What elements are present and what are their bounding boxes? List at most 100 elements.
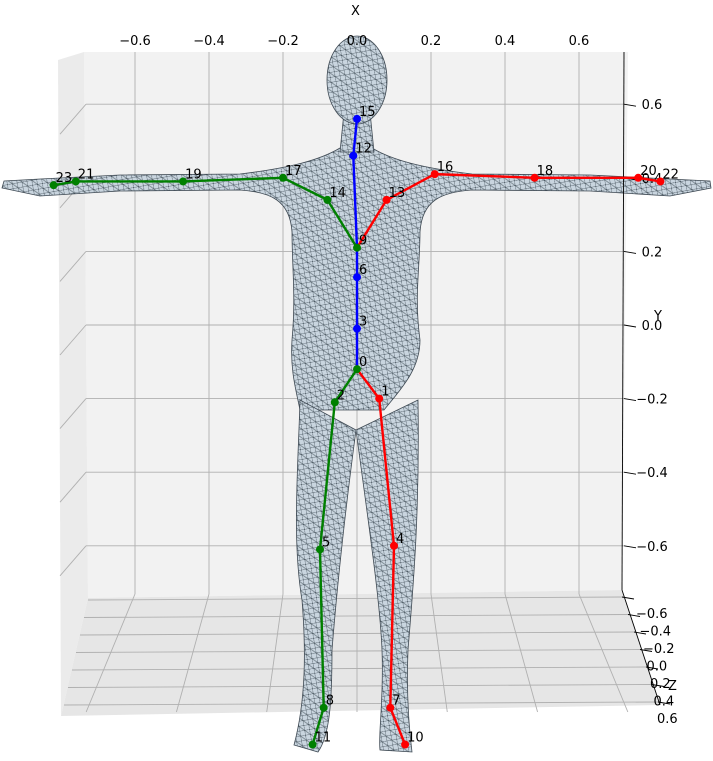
joint-label-15: 15 bbox=[359, 105, 376, 120]
axes-ticks: −0.6 −0.4 −0.2 0.0 0.2 0.4 0.6 −0.6 −0.4 −0.2 0.0 0… bbox=[119, 34, 677, 727]
x-tick-label: 0.6 bbox=[569, 34, 590, 49]
joint-label-14: 14 bbox=[329, 186, 346, 201]
x-tick-label: 0.0 bbox=[347, 34, 368, 49]
joint-label-11: 11 bbox=[315, 731, 332, 746]
y-tick-mark bbox=[623, 103, 637, 107]
joint-label-23: 23 bbox=[56, 171, 73, 186]
y-tick-mark bbox=[623, 471, 637, 475]
joint-marker-14 bbox=[323, 195, 332, 204]
y-tick-label: 0.6 bbox=[642, 98, 663, 113]
mesh-head bbox=[326, 35, 388, 125]
joint-label-9: 9 bbox=[359, 234, 367, 249]
joint-label-18: 18 bbox=[537, 164, 554, 179]
joint-label-8: 8 bbox=[326, 694, 334, 709]
grid-line-left-y bbox=[59, 251, 87, 282]
joint-label-6: 6 bbox=[359, 263, 367, 278]
joint-marker-8 bbox=[319, 703, 328, 712]
joint-label-16: 16 bbox=[437, 160, 454, 175]
grid-line-left-y bbox=[59, 398, 87, 429]
joint-marker-0 bbox=[353, 365, 361, 374]
y-tick-mark bbox=[623, 250, 637, 254]
z-axis-spine bbox=[621, 589, 661, 706]
z-tick-label: −0.6 bbox=[636, 607, 668, 622]
grid-line-z bbox=[63, 701, 659, 706]
x-tick-label: 0.4 bbox=[495, 34, 516, 49]
joint-marker-5 bbox=[316, 545, 324, 554]
joint-label-13: 13 bbox=[389, 186, 406, 201]
joint-marker-10 bbox=[401, 740, 410, 749]
y-axis-label: Y bbox=[653, 309, 662, 324]
x-axis-label: X bbox=[351, 4, 360, 19]
joint-marker-6 bbox=[353, 273, 361, 282]
grid-line-z bbox=[83, 614, 629, 618]
z-tick-label: 0.4 bbox=[654, 695, 675, 710]
grid-line-left-y bbox=[59, 103, 87, 135]
grid-line-z bbox=[67, 684, 653, 688]
x-tick-label: −0.4 bbox=[193, 34, 225, 49]
joint-marker-21 bbox=[71, 177, 80, 186]
y-tick-label: −0.6 bbox=[636, 540, 668, 555]
left-pane bbox=[58, 52, 88, 716]
y-tick-label: 0.2 bbox=[642, 245, 663, 260]
grid-line-floor-x bbox=[85, 593, 136, 713]
joint-marker-22 bbox=[656, 177, 665, 186]
joint-marker-1 bbox=[375, 394, 384, 403]
grid-line-floor-x bbox=[266, 593, 284, 713]
joint-marker-20 bbox=[634, 173, 643, 182]
joint-label-1: 1 bbox=[381, 385, 389, 400]
x-tick-label: −0.2 bbox=[267, 34, 299, 49]
z-tick-label: 0.6 bbox=[657, 712, 678, 727]
joint-marker-23 bbox=[49, 181, 58, 190]
skeleton-chain bbox=[352, 118, 359, 370]
joint-label-3: 3 bbox=[359, 315, 367, 330]
y-axis-spine bbox=[621, 51, 625, 591]
joint-marker-15 bbox=[353, 114, 361, 123]
y-tick-mark bbox=[623, 545, 637, 549]
joint-label-5: 5 bbox=[322, 535, 330, 550]
grid-line-floor-x bbox=[578, 593, 629, 713]
grid-line-z bbox=[87, 596, 623, 601]
z-tick-mark bbox=[657, 701, 671, 705]
joint-label-12: 12 bbox=[355, 142, 372, 157]
y-tick-label: 0.0 bbox=[642, 319, 663, 334]
grid-line-floor-x bbox=[504, 593, 538, 713]
joint-marker-17 bbox=[279, 173, 287, 182]
z-tick-label: 0.2 bbox=[650, 677, 671, 692]
y-tick-label: −0.4 bbox=[636, 466, 668, 481]
y-tick-label: −0.2 bbox=[636, 393, 668, 408]
joint-marker-2 bbox=[330, 398, 339, 407]
z-tick-mark bbox=[651, 684, 665, 687]
grid-line-floor-x bbox=[430, 593, 448, 713]
grid-line-z bbox=[71, 666, 647, 671]
joint-marker-12 bbox=[349, 151, 358, 160]
joint-label-0: 0 bbox=[359, 355, 367, 370]
x-tick-label: 0.2 bbox=[421, 34, 442, 49]
joint-marker-13 bbox=[382, 195, 391, 204]
joint-marker-19 bbox=[179, 177, 188, 186]
z-tick-label: 0.0 bbox=[647, 660, 668, 675]
joint-label-7: 7 bbox=[392, 694, 400, 709]
x-tick-label: −0.6 bbox=[119, 34, 151, 49]
floor-pane bbox=[61, 590, 660, 716]
joint-label-21: 21 bbox=[78, 167, 95, 182]
joint-marker-4 bbox=[390, 541, 398, 550]
joint-marker-9 bbox=[353, 243, 361, 252]
joint-marker-3 bbox=[353, 324, 361, 333]
grid-line-left-y bbox=[59, 471, 87, 503]
z-axis-label: Z bbox=[668, 679, 677, 694]
grid-line-left-y bbox=[59, 545, 87, 577]
joint-label-10: 10 bbox=[407, 731, 424, 746]
joint-marker-7 bbox=[386, 703, 395, 712]
joint-marker-11 bbox=[308, 740, 317, 749]
z-tick-label: −0.2 bbox=[643, 642, 675, 657]
y-tick-mark bbox=[623, 398, 637, 402]
grid-line-floor-x bbox=[176, 593, 210, 713]
grid-line-z bbox=[79, 631, 635, 636]
joint-marker-16 bbox=[430, 170, 439, 179]
joint-marker-18 bbox=[530, 173, 539, 182]
y-tick-mark bbox=[623, 324, 637, 328]
joint-label-19: 19 bbox=[185, 167, 202, 182]
mesh-right-leg bbox=[355, 399, 419, 753]
